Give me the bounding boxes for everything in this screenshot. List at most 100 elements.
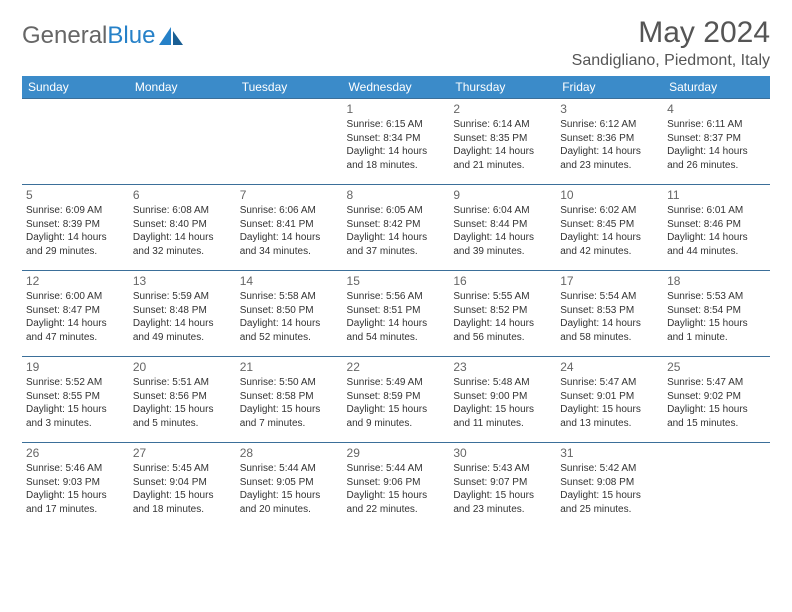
daylight-line-2: and 52 minutes. xyxy=(240,331,339,345)
calendar-header-row: SundayMondayTuesdayWednesdayThursdayFrid… xyxy=(22,76,770,99)
daylight-line-1: Daylight: 14 hours xyxy=(347,231,446,245)
day-number: 7 xyxy=(240,187,339,203)
daylight-line-1: Daylight: 15 hours xyxy=(667,317,766,331)
sunrise-line: Sunrise: 5:45 AM xyxy=(133,462,232,476)
daylight-line-1: Daylight: 14 hours xyxy=(133,317,232,331)
daylight-line-1: Daylight: 15 hours xyxy=(667,403,766,417)
daylight-line-1: Daylight: 15 hours xyxy=(133,489,232,503)
calendar-day-cell: 12Sunrise: 6:00 AMSunset: 8:47 PMDayligh… xyxy=(22,271,129,357)
sunset-line: Sunset: 9:04 PM xyxy=(133,476,232,490)
daylight-line-2: and 58 minutes. xyxy=(560,331,659,345)
sunset-line: Sunset: 8:55 PM xyxy=(26,390,125,404)
daylight-line-2: and 22 minutes. xyxy=(347,503,446,517)
daylight-line-1: Daylight: 14 hours xyxy=(453,317,552,331)
sunset-line: Sunset: 9:01 PM xyxy=(560,390,659,404)
daylight-line-1: Daylight: 15 hours xyxy=(560,403,659,417)
daylight-line-2: and 56 minutes. xyxy=(453,331,552,345)
calendar-week-row: 5Sunrise: 6:09 AMSunset: 8:39 PM Daylight… xyxy=(22,185,770,271)
day-number: 3 xyxy=(560,101,659,117)
sunrise-line: Sunrise: 6:09 AM xyxy=(26,204,125,218)
sunset-line: Sunset: 8:58 PM xyxy=(240,390,339,404)
sunset-line: Sunset: 8:51 PM xyxy=(347,304,446,318)
daylight-line-1: Daylight: 14 hours xyxy=(26,317,125,331)
calendar-day-cell: 11Sunrise: 6:01 AMSunset: 8:46 PMDayligh… xyxy=(663,185,770,271)
calendar-day-cell: 9Sunrise: 6:04 AMSunset: 8:44 PMDaylight… xyxy=(449,185,556,271)
daylight-line-1: Daylight: 15 hours xyxy=(240,489,339,503)
day-number: 19 xyxy=(26,359,125,375)
day-number: 17 xyxy=(560,273,659,289)
calendar-day-cell: 10Sunrise: 6:02 AMSunset: 8:45 PMDayligh… xyxy=(556,185,663,271)
sunset-line: Sunset: 8:34 PM xyxy=(347,132,446,146)
day-number: 21 xyxy=(240,359,339,375)
sunset-line: Sunset: 9:02 PM xyxy=(667,390,766,404)
sunset-line: Sunset: 8:35 PM xyxy=(453,132,552,146)
daylight-line-1: Daylight: 14 hours xyxy=(667,145,766,159)
daylight-line-2: and 34 minutes. xyxy=(240,245,339,259)
calendar-day-cell: 22Sunrise: 5:49 AMSunset: 8:59 PMDayligh… xyxy=(343,357,450,443)
calendar-empty-cell xyxy=(663,443,770,529)
day-number: 1 xyxy=(347,101,446,117)
day-number: 10 xyxy=(560,187,659,203)
sunset-line: Sunset: 8:46 PM xyxy=(667,218,766,232)
header: GeneralBlue May 2024 Sandigliano, Piedmo… xyxy=(22,16,770,70)
calendar-day-cell: 3Sunrise: 6:12 AMSunset: 8:36 PMDaylight… xyxy=(556,99,663,185)
weekday-header: Friday xyxy=(556,76,663,99)
daylight-line-1: Daylight: 15 hours xyxy=(240,403,339,417)
calendar-day-cell: 21Sunrise: 5:50 AMSunset: 8:58 PMDayligh… xyxy=(236,357,343,443)
weekday-header: Wednesday xyxy=(343,76,450,99)
calendar-day-cell: 23Sunrise: 5:48 AMSunset: 9:00 PMDayligh… xyxy=(449,357,556,443)
daylight-line-2: and 3 minutes. xyxy=(26,417,125,431)
day-number: 13 xyxy=(133,273,232,289)
title-block: May 2024 Sandigliano, Piedmont, Italy xyxy=(572,16,770,70)
daylight-line-1: Daylight: 15 hours xyxy=(453,489,552,503)
sunset-line: Sunset: 9:05 PM xyxy=(240,476,339,490)
day-number: 11 xyxy=(667,187,766,203)
sunrise-line: Sunrise: 5:48 AM xyxy=(453,376,552,390)
day-number: 8 xyxy=(347,187,446,203)
daylight-line-2: and 32 minutes. xyxy=(133,245,232,259)
calendar-day-cell: 31Sunrise: 5:42 AMSunset: 9:08 PMDayligh… xyxy=(556,443,663,529)
day-number: 6 xyxy=(133,187,232,203)
sunset-line: Sunset: 8:39 PM xyxy=(26,218,125,232)
calendar-day-cell: 6Sunrise: 6:08 AMSunset: 8:40 PMDaylight… xyxy=(129,185,236,271)
daylight-line-1: Daylight: 15 hours xyxy=(26,489,125,503)
day-number: 29 xyxy=(347,445,446,461)
sunrise-line: Sunrise: 5:52 AM xyxy=(26,376,125,390)
sunrise-line: Sunrise: 5:58 AM xyxy=(240,290,339,304)
daylight-line-2: and 29 minutes. xyxy=(26,245,125,259)
daylight-line-2: and 54 minutes. xyxy=(347,331,446,345)
calendar-day-cell: 18Sunrise: 5:53 AMSunset: 8:54 PMDayligh… xyxy=(663,271,770,357)
logo: GeneralBlue xyxy=(22,16,185,50)
sunrise-line: Sunrise: 5:55 AM xyxy=(453,290,552,304)
sunrise-line: Sunrise: 5:44 AM xyxy=(240,462,339,476)
calendar-day-cell: 17Sunrise: 5:54 AMSunset: 8:53 PMDayligh… xyxy=(556,271,663,357)
daylight-line-2: and 44 minutes. xyxy=(667,245,766,259)
sunrise-line: Sunrise: 6:05 AM xyxy=(347,204,446,218)
calendar-day-cell: 20Sunrise: 5:51 AMSunset: 8:56 PMDayligh… xyxy=(129,357,236,443)
day-number: 20 xyxy=(133,359,232,375)
logo-sail-icon xyxy=(157,25,185,47)
day-number: 5 xyxy=(26,187,125,203)
sunrise-line: Sunrise: 5:56 AM xyxy=(347,290,446,304)
calendar-week-row: 1Sunrise: 6:15 AMSunset: 8:34 PM Daylight… xyxy=(22,99,770,185)
sunrise-line: Sunrise: 6:15 AM xyxy=(347,118,446,132)
daylight-line-2: and 7 minutes. xyxy=(240,417,339,431)
daylight-line-2: and 49 minutes. xyxy=(133,331,232,345)
day-number: 16 xyxy=(453,273,552,289)
calendar-day-cell: 5Sunrise: 6:09 AMSunset: 8:39 PMDaylight… xyxy=(22,185,129,271)
daylight-line-1: Daylight: 14 hours xyxy=(560,231,659,245)
calendar-day-cell: 27Sunrise: 5:45 AMSunset: 9:04 PMDayligh… xyxy=(129,443,236,529)
sunset-line: Sunset: 8:53 PM xyxy=(560,304,659,318)
sunrise-line: Sunrise: 6:14 AM xyxy=(453,118,552,132)
calendar-day-cell: 15Sunrise: 5:56 AMSunset: 8:51 PMDayligh… xyxy=(343,271,450,357)
daylight-line-2: and 5 minutes. xyxy=(133,417,232,431)
sunset-line: Sunset: 8:41 PM xyxy=(240,218,339,232)
sunrise-line: Sunrise: 6:06 AM xyxy=(240,204,339,218)
sunrise-line: Sunrise: 5:47 AM xyxy=(667,376,766,390)
calendar-week-row: 26Sunrise: 5:46 AMSunset: 9:03 PMDayligh… xyxy=(22,443,770,529)
calendar-empty-cell xyxy=(22,99,129,185)
sunset-line: Sunset: 8:56 PM xyxy=(133,390,232,404)
calendar-table: SundayMondayTuesdayWednesdayThursdayFrid… xyxy=(22,76,770,529)
month-title: May 2024 xyxy=(572,16,770,50)
daylight-line-2: and 47 minutes. xyxy=(26,331,125,345)
